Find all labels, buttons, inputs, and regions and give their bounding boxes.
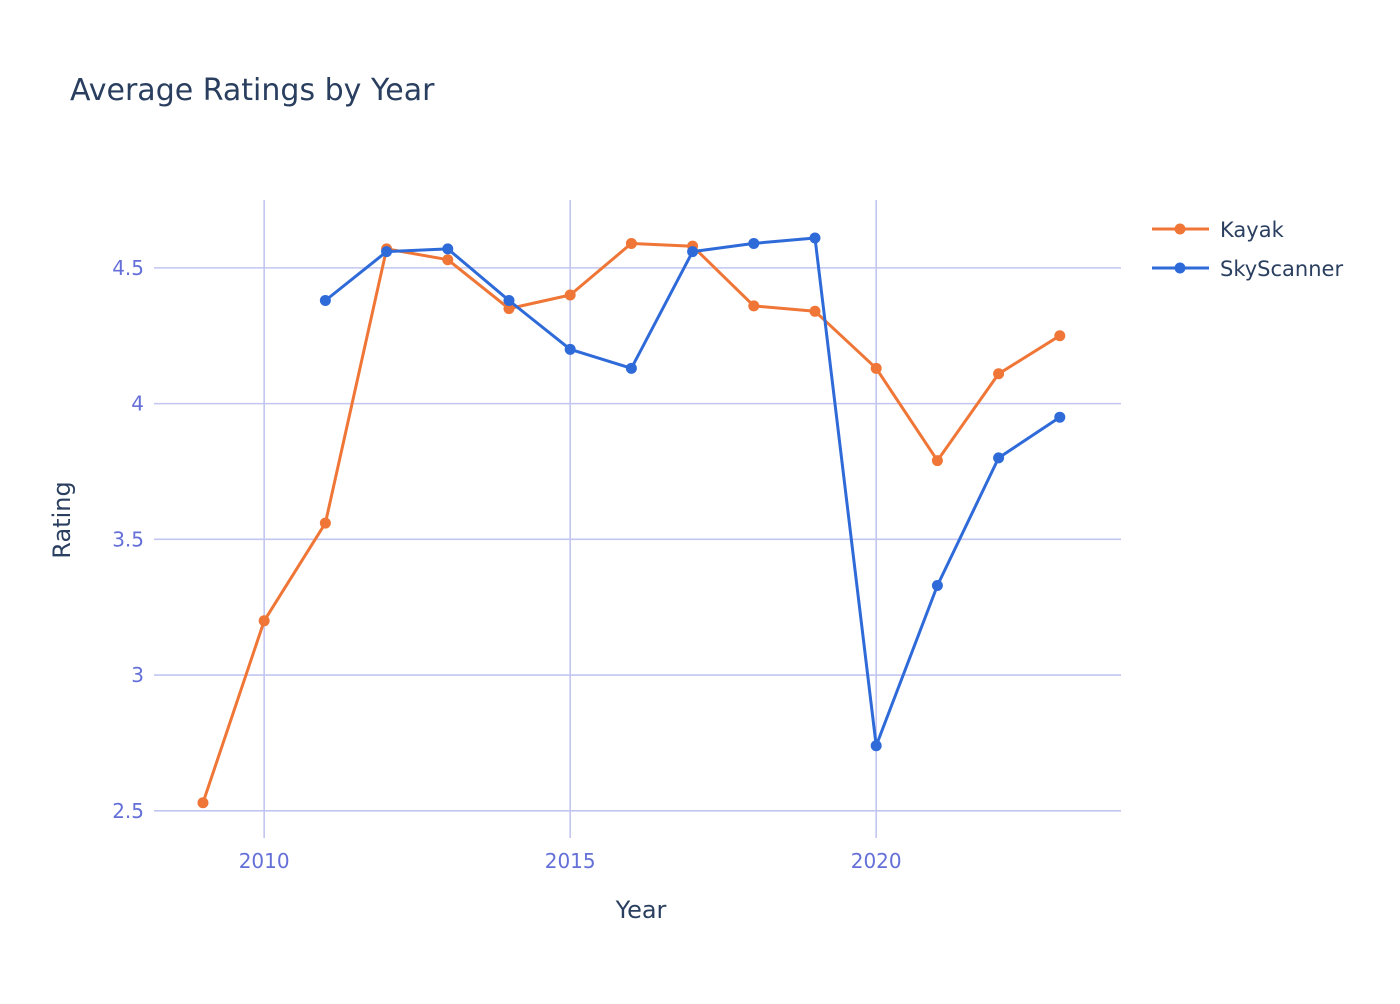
data-point[interactable] bbox=[1054, 411, 1066, 423]
series-kayak bbox=[197, 237, 1066, 809]
grid-layer bbox=[154, 200, 1121, 838]
legend-item-kayak[interactable]: Kayak bbox=[1152, 218, 1285, 242]
series-line bbox=[324, 236, 1061, 748]
data-point[interactable] bbox=[564, 289, 576, 301]
x-axis-label: Year bbox=[615, 896, 667, 924]
data-point[interactable] bbox=[1054, 330, 1066, 342]
y-tick-label: 3 bbox=[131, 663, 144, 687]
data-point[interactable] bbox=[319, 294, 331, 306]
legend-label: Kayak bbox=[1220, 218, 1285, 242]
x-tick-label: 2020 bbox=[851, 849, 902, 873]
data-point[interactable] bbox=[258, 615, 270, 627]
legend-swatch-marker bbox=[1174, 262, 1186, 274]
data-point[interactable] bbox=[381, 246, 393, 258]
x-tick-label: 2015 bbox=[545, 849, 596, 873]
data-point[interactable] bbox=[625, 237, 637, 249]
data-point[interactable] bbox=[503, 303, 515, 315]
data-point[interactable] bbox=[625, 362, 637, 374]
tick-labels: 2010 2015 2020 2.5 3 3.5 4 4.5 bbox=[112, 256, 901, 873]
series-line bbox=[201, 241, 1061, 804]
data-point[interactable] bbox=[993, 368, 1005, 380]
chart-title: Average Ratings by Year bbox=[70, 73, 435, 108]
data-point[interactable] bbox=[197, 797, 209, 809]
data-point[interactable] bbox=[442, 243, 454, 255]
y-tick-label: 4.5 bbox=[112, 256, 144, 280]
series-layer bbox=[197, 232, 1066, 809]
data-point[interactable] bbox=[809, 305, 821, 317]
legend-swatch-marker bbox=[1174, 223, 1186, 235]
legend: Kayak SkyScanner bbox=[1152, 218, 1343, 281]
data-point[interactable] bbox=[809, 232, 821, 244]
legend-label: SkyScanner bbox=[1220, 257, 1343, 281]
data-point[interactable] bbox=[687, 246, 699, 258]
y-tick-label: 2.5 bbox=[112, 799, 144, 823]
data-point[interactable] bbox=[319, 517, 331, 529]
data-point[interactable] bbox=[870, 740, 882, 752]
data-point[interactable] bbox=[931, 455, 943, 467]
data-point[interactable] bbox=[748, 237, 760, 249]
y-tick-label: 3.5 bbox=[112, 527, 144, 551]
data-point[interactable] bbox=[748, 300, 760, 312]
data-point[interactable] bbox=[870, 362, 882, 374]
data-point[interactable] bbox=[931, 580, 943, 592]
data-point[interactable] bbox=[442, 254, 454, 266]
x-tick-label: 2010 bbox=[239, 849, 290, 873]
series-skyscanner bbox=[319, 232, 1066, 752]
data-point[interactable] bbox=[564, 343, 576, 355]
data-point[interactable] bbox=[993, 452, 1005, 464]
y-tick-label: 4 bbox=[131, 392, 144, 416]
y-axis-label: Rating bbox=[48, 481, 76, 558]
legend-item-skyscanner[interactable]: SkyScanner bbox=[1152, 257, 1343, 281]
data-point[interactable] bbox=[503, 294, 515, 306]
